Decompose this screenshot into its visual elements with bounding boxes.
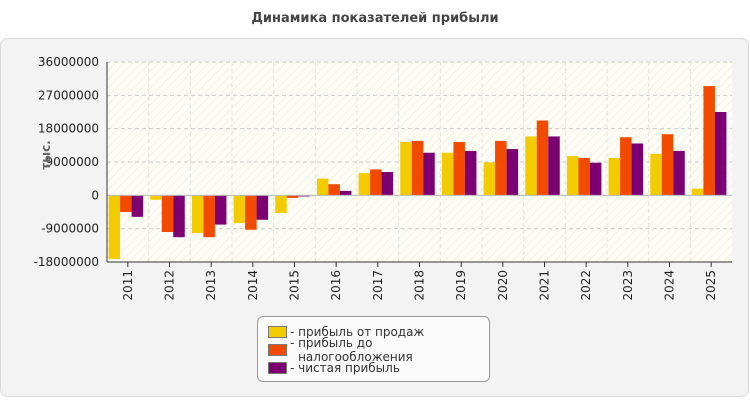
bar-2	[203, 195, 215, 238]
legend-swatch-series-3	[268, 362, 287, 374]
legend-swatch-series-1	[268, 326, 287, 338]
bar-3	[173, 195, 185, 238]
bar-3	[298, 195, 310, 197]
y-tick-label: 36000000	[38, 55, 99, 69]
bar-3	[631, 143, 644, 196]
y-tick-label: 18000000	[38, 122, 99, 136]
legend-label-series-1: прибыль от продаж	[298, 325, 425, 339]
bar-1	[650, 153, 662, 196]
x-tick-label: 2017	[371, 270, 385, 301]
y-axis-label: тыс.	[39, 140, 53, 169]
bar-3	[714, 112, 727, 196]
bar-3	[548, 136, 560, 196]
bar-2	[328, 184, 340, 196]
x-tick-label: 2024	[663, 270, 677, 301]
bar-2	[161, 195, 174, 232]
bar-1	[150, 195, 162, 200]
legend-label-series-2: прибыль до налогообложения	[298, 336, 413, 364]
bar-3	[256, 195, 269, 220]
bar-1	[441, 152, 454, 196]
y-tick-label: 0	[91, 188, 99, 202]
bar-2	[661, 134, 674, 196]
bar-2	[495, 140, 507, 196]
x-tick-label: 2025	[704, 270, 718, 301]
bar-3	[131, 195, 144, 217]
bar-1	[108, 195, 121, 260]
x-tick-label: 2018	[413, 270, 427, 301]
y-tick-label: -18000000	[34, 255, 99, 269]
chart-title: Динамика показателей прибыли	[251, 11, 499, 26]
bar-3	[506, 149, 519, 196]
bar-1	[191, 195, 204, 234]
bar-2	[370, 169, 382, 196]
legend: - прибыль от продаж - прибыль до налогоо…	[257, 316, 490, 382]
bar-1	[691, 188, 704, 196]
bar-1	[400, 142, 412, 196]
bar-1	[608, 157, 621, 196]
x-tick-label: 2020	[496, 270, 510, 301]
bar-1	[566, 156, 579, 196]
y-tick-label: 9000000	[46, 155, 99, 169]
bar-2	[411, 140, 424, 196]
x-tick-label: 2019	[454, 270, 468, 301]
bar-1	[525, 136, 537, 196]
bar-2	[620, 137, 632, 196]
y-tick-label: 27000000	[38, 88, 99, 102]
legend-swatch-series-2	[268, 344, 287, 356]
bar-1	[275, 195, 287, 214]
x-tick-label: 2014	[246, 270, 260, 301]
x-tick-label: 2015	[288, 270, 302, 301]
bar-1	[316, 178, 329, 196]
bar-3	[381, 172, 394, 196]
bar-3	[589, 162, 602, 196]
legend-item[interactable]: - прибыль до налогообложения	[268, 336, 489, 364]
bar-2	[120, 195, 132, 212]
bar-1	[483, 162, 496, 196]
x-tick-label: 2021	[538, 270, 552, 301]
legend-label-series-3: чистая прибыль	[298, 361, 400, 375]
bar-2	[578, 157, 590, 196]
bar-2	[536, 120, 549, 196]
bar-3	[673, 150, 685, 196]
bar-1	[233, 195, 246, 224]
bar-1	[358, 173, 371, 196]
bar-3	[339, 190, 352, 196]
bar-3	[423, 152, 435, 196]
x-tick-label: 2022	[579, 270, 593, 301]
legend-item[interactable]: - прибыль от продаж	[268, 323, 489, 341]
bar-2	[245, 195, 257, 230]
bar-2	[286, 195, 299, 198]
bar-2	[703, 86, 715, 196]
y-tick-label: -9000000	[41, 222, 99, 236]
legend-item[interactable]: - чистая прибыль	[268, 359, 489, 377]
bar-3	[214, 195, 227, 225]
x-tick-label: 2016	[329, 270, 343, 301]
x-tick-label: 2023	[621, 270, 635, 301]
x-tick-label: 2013	[204, 270, 218, 301]
x-tick-label: 2012	[163, 270, 177, 301]
x-tick-label: 2011	[121, 270, 135, 301]
bar-2	[453, 142, 465, 196]
bar-3	[464, 150, 477, 196]
